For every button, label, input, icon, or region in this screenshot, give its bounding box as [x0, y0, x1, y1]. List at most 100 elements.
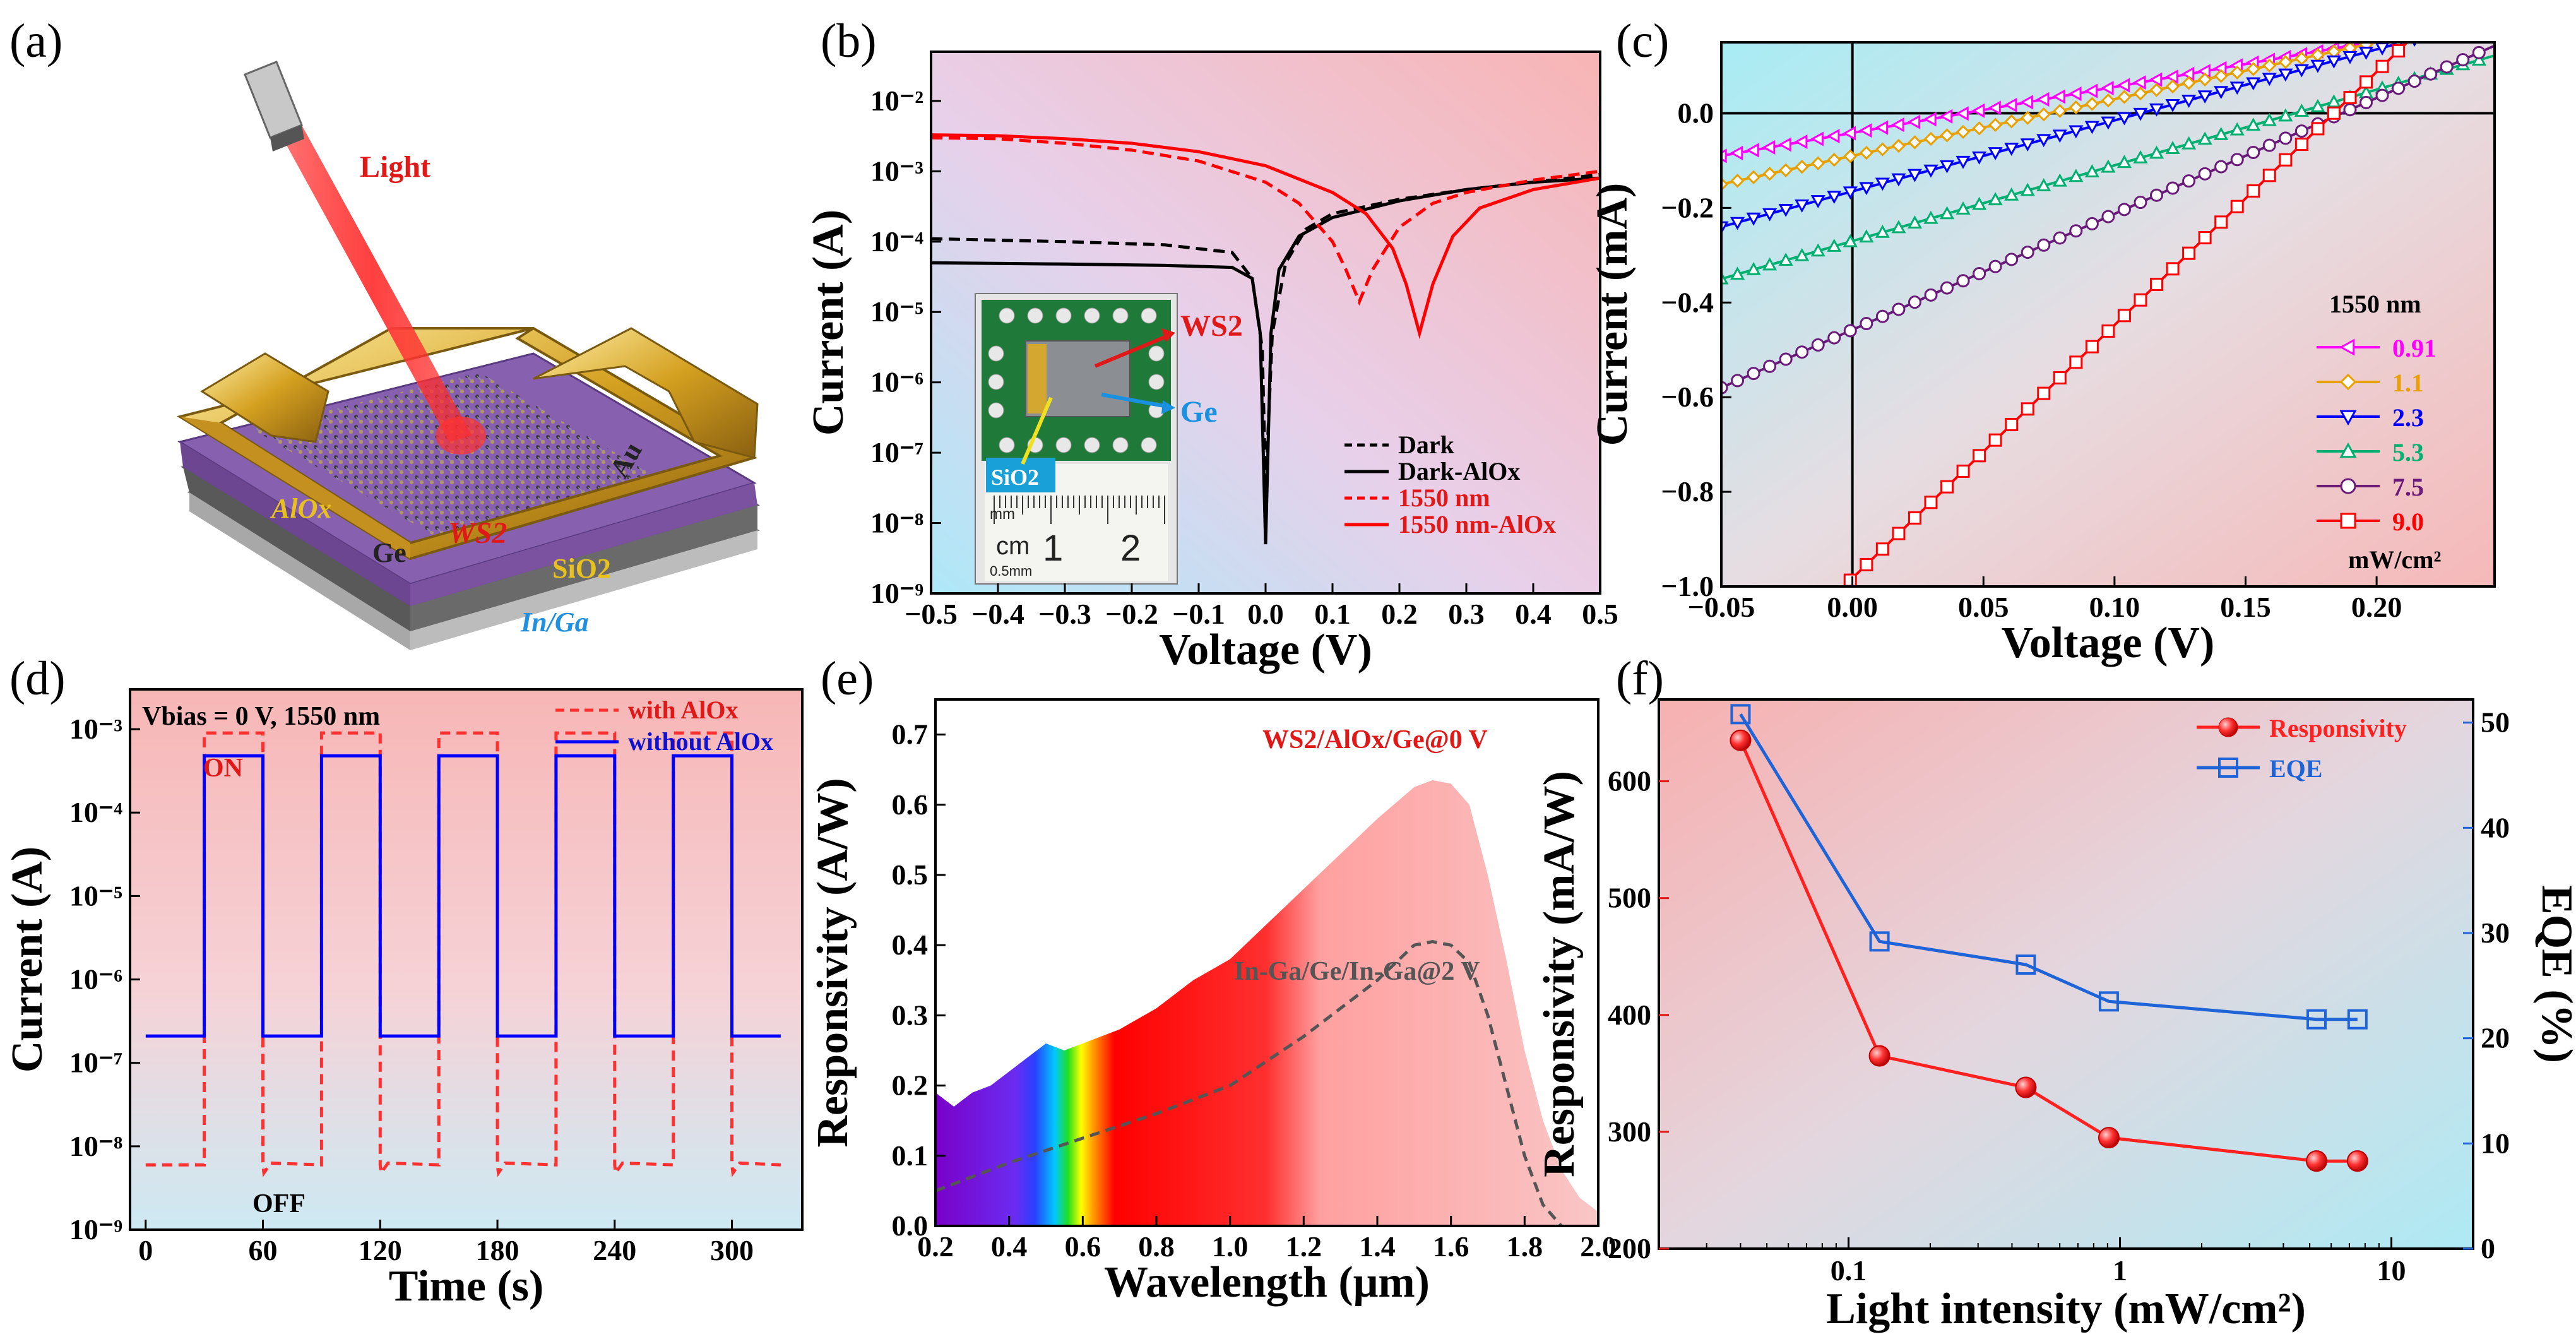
- y-tick-label: 10⁻⁷: [870, 436, 923, 468]
- series-1550-nm: [931, 136, 1600, 306]
- marker: [2198, 72, 2212, 87]
- laser-spot: [436, 417, 486, 455]
- legend-label: without AlOx: [628, 727, 773, 756]
- marker: [1795, 345, 1809, 359]
- panel-d-label: (d): [9, 652, 66, 705]
- marker: [1747, 367, 1760, 381]
- y-tick-label: 10⁻⁸: [870, 507, 923, 539]
- marker: [1795, 247, 1810, 261]
- pad: [1141, 307, 1157, 324]
- series-0.91: [1721, 29, 2419, 164]
- frame-f: [1658, 698, 2474, 1250]
- marker: [2375, 59, 2389, 73]
- marker: [2279, 131, 2293, 145]
- x-tick-label: 0.2: [917, 1230, 954, 1263]
- y-axis-title: Responsivity (mA/W): [1535, 771, 1584, 1177]
- marker: [2069, 169, 2084, 182]
- marker: [1827, 153, 1841, 167]
- marker: [2165, 79, 2180, 94]
- legend-label: 1550 nm: [1398, 484, 1490, 512]
- marker: [2164, 69, 2178, 85]
- ruler-mm: mm: [990, 506, 1015, 523]
- x-axis-title: Voltage (V): [1159, 626, 1372, 674]
- marker: [1907, 169, 1923, 182]
- marker: [2343, 91, 2357, 105]
- marker: [1794, 134, 1808, 150]
- x-tick-label: 120: [359, 1234, 402, 1266]
- marker: [2037, 238, 2051, 252]
- marker: [1923, 210, 1938, 224]
- y2-tick-label: 40: [2481, 811, 2510, 843]
- ann-ws2-alox-ge: WS2/AlOx/Ge@0 V: [1262, 725, 1488, 754]
- y-tick-label: 0.3: [892, 999, 929, 1031]
- marker: [2430, 42, 2431, 43]
- marker: [2101, 324, 2115, 338]
- marker: [1939, 206, 1955, 220]
- marker: [2181, 136, 2197, 150]
- marker: [1956, 124, 1971, 140]
- marker: [2424, 67, 2438, 81]
- marker: [2247, 145, 2260, 159]
- x-tick-label: 1.4: [1359, 1230, 1396, 1263]
- au-electrode-right: [533, 327, 759, 459]
- marker: [2116, 112, 2132, 126]
- marker: [2021, 246, 2034, 259]
- marker: [1810, 243, 1825, 257]
- marker: [2036, 178, 2051, 191]
- marker: [2069, 224, 2083, 238]
- x-tick-label: 1.2: [1286, 1230, 1322, 1263]
- y-tick-label: −1.0: [1661, 570, 1714, 602]
- marker: [2359, 95, 2373, 109]
- marker: [2359, 75, 2373, 89]
- marker: [1908, 135, 1922, 150]
- x-tick-label: 0.20: [2351, 591, 2402, 623]
- marker: [2132, 75, 2146, 90]
- sio2-arrow: [1021, 396, 1053, 465]
- marker: [2409, 29, 2419, 40]
- marker: [2279, 153, 2293, 167]
- marker: [1721, 221, 1729, 235]
- marker: [2069, 125, 2084, 139]
- x-tick-label: 0.05: [1958, 591, 2009, 623]
- x-tick-label: 1.0: [1212, 1230, 1249, 1263]
- marker: [2085, 217, 2099, 230]
- marker: [2182, 246, 2196, 260]
- marker: [2098, 991, 2119, 1012]
- panel-c-chart: (c) −0.05 0.00 0.05 0.10 0.15 0.20 −1.0 −0.8 −0.…: [1588, 15, 2496, 667]
- pad: [988, 345, 1004, 362]
- y-tick-label: 0.7: [892, 718, 929, 751]
- marker: [1721, 381, 1728, 395]
- marker: [1892, 302, 1906, 316]
- marker: [2346, 1150, 2368, 1172]
- legend-label: 1.1: [2392, 369, 2424, 397]
- y-tick-label: 10⁻⁵: [870, 295, 923, 328]
- marker: [2133, 107, 2148, 121]
- x-tick-label: 0.8: [1138, 1230, 1175, 1263]
- marker: [2310, 98, 2325, 112]
- y-tick-label: 10⁻³: [69, 713, 122, 745]
- marker: [2053, 371, 2067, 384]
- ruler-scale: 0.5mm: [990, 563, 1032, 579]
- marker: [2197, 131, 2212, 145]
- series-ws2-alox-ge-area: [935, 780, 1598, 1226]
- marker: [1940, 128, 1954, 143]
- marker: [2005, 253, 2019, 266]
- pad: [1027, 307, 1043, 324]
- marker: [2340, 478, 2356, 494]
- legend-label: 1550 nm-AlOx: [1398, 510, 1556, 538]
- pad: [999, 437, 1015, 453]
- sio2-tag: [986, 458, 1055, 492]
- marker: [1843, 573, 1857, 586]
- y-tick-label: 10⁻³: [870, 155, 923, 187]
- series-line: [1739, 713, 2358, 1021]
- series-1.1: [1721, 42, 2401, 191]
- ws2-lattice: [252, 372, 650, 537]
- marker: [2101, 116, 2116, 130]
- ann-inga-ge: In-Ga/Ge/In-Ga@2 V: [1234, 957, 1480, 986]
- marker: [2084, 121, 2099, 134]
- sio2-label: SiO2: [552, 553, 611, 584]
- marker: [2133, 86, 2148, 101]
- pad: [1112, 307, 1129, 324]
- marker: [1875, 142, 1890, 157]
